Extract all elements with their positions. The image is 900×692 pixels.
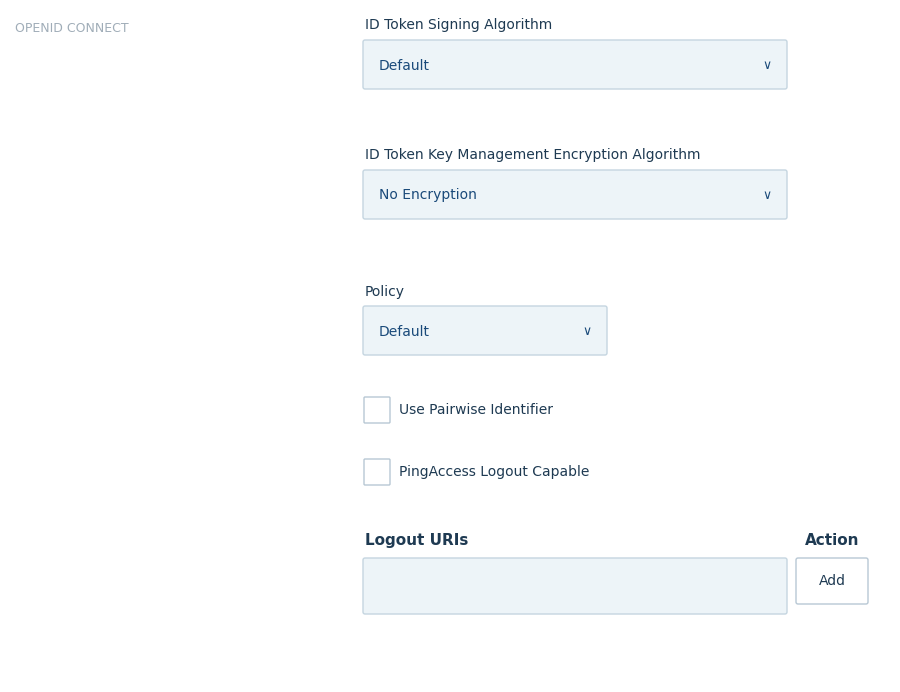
FancyBboxPatch shape bbox=[363, 170, 787, 219]
Text: Logout URIs: Logout URIs bbox=[365, 533, 468, 548]
Text: Policy: Policy bbox=[365, 285, 405, 299]
FancyBboxPatch shape bbox=[364, 397, 390, 423]
Text: ∨: ∨ bbox=[582, 325, 591, 338]
Text: Use Pairwise Identifier: Use Pairwise Identifier bbox=[399, 403, 553, 417]
Text: ID Token Key Management Encryption Algorithm: ID Token Key Management Encryption Algor… bbox=[365, 148, 700, 162]
Text: ID Token Signing Algorithm: ID Token Signing Algorithm bbox=[365, 18, 553, 32]
Text: Action: Action bbox=[805, 533, 860, 548]
Text: Add: Add bbox=[818, 574, 845, 588]
FancyBboxPatch shape bbox=[363, 40, 787, 89]
Text: OPENID CONNECT: OPENID CONNECT bbox=[15, 22, 129, 35]
FancyBboxPatch shape bbox=[796, 558, 868, 604]
Text: PingAccess Logout Capable: PingAccess Logout Capable bbox=[399, 465, 590, 479]
Text: ∨: ∨ bbox=[762, 59, 771, 72]
FancyBboxPatch shape bbox=[364, 459, 390, 485]
Text: ∨: ∨ bbox=[762, 189, 771, 202]
Text: Default: Default bbox=[379, 325, 430, 338]
Text: Default: Default bbox=[379, 59, 430, 73]
FancyBboxPatch shape bbox=[363, 558, 787, 614]
Text: No Encryption: No Encryption bbox=[379, 188, 477, 203]
FancyBboxPatch shape bbox=[363, 306, 607, 355]
